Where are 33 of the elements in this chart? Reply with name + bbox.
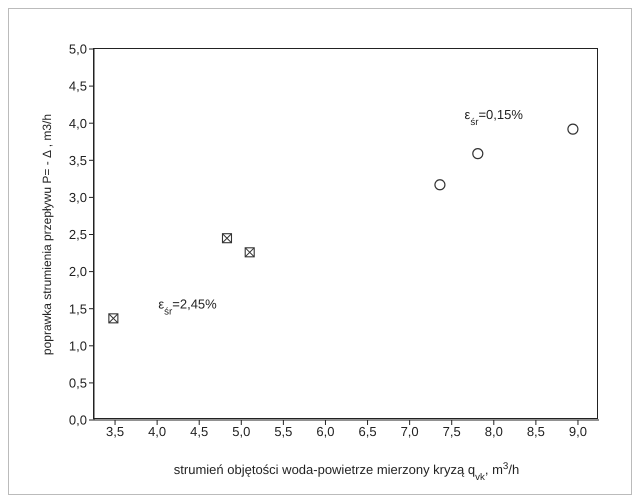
y-tick-label: 0,0: [68, 412, 87, 428]
x-tick-label: 3,5: [106, 424, 124, 440]
x-tick-label: 7,0: [400, 424, 419, 440]
x-tick-label: 8,5: [526, 424, 545, 440]
point: [108, 313, 118, 324]
x-tick-label: 7,5: [442, 424, 461, 440]
y-tick-label: 2,0: [68, 264, 87, 280]
y-tick-label: 4,0: [68, 116, 87, 131]
x-tick-label: 6,5: [358, 424, 377, 440]
point: [434, 179, 446, 190]
annotation: ε$_{śr}$=2,45%: [158, 296, 218, 317]
y-tick-label: 5,0: [68, 42, 87, 57]
y-tick-label: 1,5: [68, 301, 87, 316]
x-tick-label: 8,0: [484, 424, 503, 440]
point: [472, 148, 484, 160]
x-tick-label: 4,5: [190, 424, 208, 440]
y-tick-label: 3,0: [68, 190, 87, 206]
x-tick-label: 4,0: [148, 424, 166, 440]
y-tick-label: 1,0: [68, 338, 87, 354]
annotation: ε$_{śr}$=0,15%: [464, 107, 524, 128]
x-tick-label: 5,5: [274, 424, 292, 440]
y-tick-label: 2,5: [68, 227, 87, 242]
point: [567, 124, 579, 135]
y-tick-label: 3,5: [68, 152, 87, 168]
y-tick-label: 4,5: [68, 78, 87, 94]
x-tick-label: 9,0: [568, 424, 587, 440]
x-tick-label: 6,0: [316, 424, 334, 440]
x-axis-title: strumień objętości woda-powietrze mierzony kryzą q$_{vk}$, m$^{3}$/h: [174, 460, 520, 482]
point: [222, 233, 232, 244]
point: [244, 247, 255, 258]
y-tick-label: 0,5: [68, 376, 87, 391]
x-tick-label: 5,0: [232, 424, 250, 440]
y-axis-title: poprawka strumienia przepływu P= - Δ , m3/h: [40, 114, 54, 356]
